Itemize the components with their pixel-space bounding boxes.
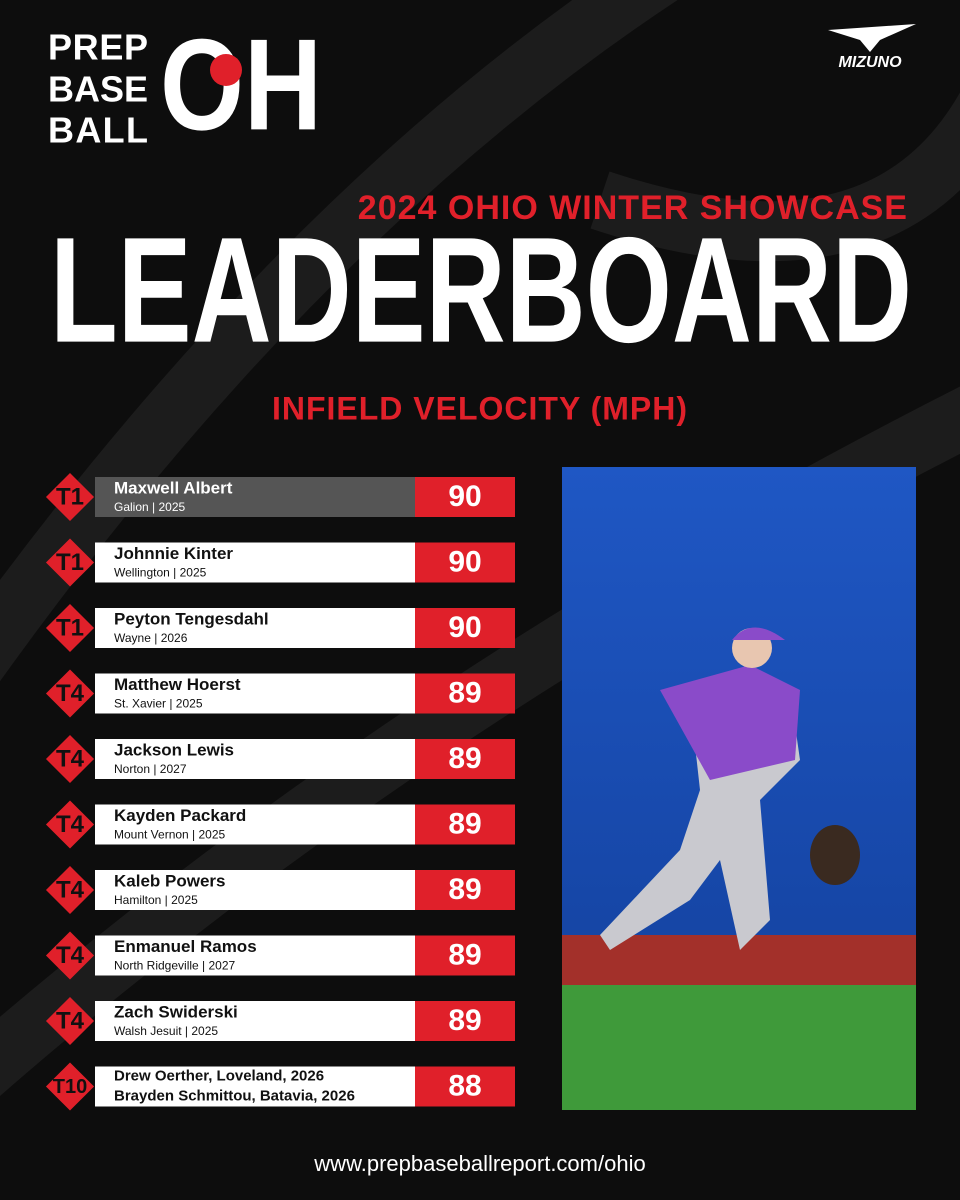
player-name: Jackson Lewis bbox=[114, 740, 234, 759]
row-bar bbox=[95, 477, 415, 517]
value-box bbox=[415, 739, 515, 779]
player-detail: St. Xavier | 2025 bbox=[114, 697, 203, 711]
row-bar bbox=[95, 870, 415, 910]
value-box bbox=[415, 1001, 515, 1041]
player-detail: Hamilton | 2025 bbox=[114, 893, 198, 907]
rank-badge bbox=[45, 865, 95, 915]
player-detail: Norton | 2027 bbox=[114, 762, 187, 776]
value-box bbox=[415, 608, 515, 648]
row-bar bbox=[95, 1001, 415, 1041]
velocity: 88 bbox=[448, 1069, 481, 1102]
rank-badge bbox=[45, 669, 95, 718]
rank-badge bbox=[45, 800, 95, 849]
row-bar bbox=[95, 739, 415, 779]
player-detail: Brayden Schmittou, Batavia, 2026 bbox=[114, 1087, 355, 1104]
rank-badge bbox=[45, 538, 95, 587]
velocity: 89 bbox=[448, 742, 481, 775]
sponsor-icon bbox=[828, 24, 916, 52]
velocity: 89 bbox=[448, 938, 481, 971]
player-name: Peyton Tengesdahl bbox=[114, 609, 269, 628]
rank: T10 bbox=[53, 1076, 87, 1098]
photo-turf bbox=[562, 985, 916, 1110]
velocity: 89 bbox=[448, 1004, 481, 1037]
value-box bbox=[415, 935, 515, 976]
rank: T4 bbox=[56, 1007, 85, 1034]
rank: T4 bbox=[56, 745, 85, 772]
rank-badge bbox=[45, 734, 95, 784]
leaderboard: T1 Maxwell Albert Galion | 2025 90 T1 Johnnie… bbox=[45, 472, 515, 1111]
player-photo bbox=[562, 467, 916, 1110]
player-name: Kayden Packard bbox=[114, 806, 246, 825]
player-name: Maxwell Albert bbox=[114, 478, 233, 497]
player-detail: North Ridgeville | 2027 bbox=[114, 959, 236, 973]
rank-badge bbox=[45, 472, 95, 522]
value-box bbox=[415, 542, 515, 583]
player-name: Kaleb Powers bbox=[114, 871, 226, 890]
rank: T1 bbox=[56, 483, 84, 510]
velocity: 89 bbox=[448, 807, 481, 840]
player-name: Drew Oerther, Loveland, 2026 bbox=[114, 1067, 324, 1084]
photo-cap bbox=[732, 627, 785, 640]
rank: T4 bbox=[56, 942, 85, 969]
footer-url: www.prepbaseballreport.com/ohio bbox=[313, 1151, 645, 1176]
value-box bbox=[415, 804, 515, 845]
value-box bbox=[415, 1066, 515, 1107]
rank: T4 bbox=[56, 876, 85, 903]
player-detail: Wayne | 2026 bbox=[114, 631, 188, 645]
logo: PREP BASE BALL OH bbox=[48, 11, 322, 157]
rank-badge bbox=[45, 603, 95, 653]
row-bar bbox=[95, 542, 415, 583]
logo-line: BASE bbox=[48, 69, 148, 110]
row-bar bbox=[95, 935, 415, 976]
player-detail: Galion | 2025 bbox=[114, 500, 185, 514]
rank: T4 bbox=[56, 811, 85, 838]
subtitle: 2024 OHIO WINTER SHOWCASE bbox=[358, 189, 908, 227]
player-name: Enmanuel Ramos bbox=[114, 937, 257, 956]
logo-line: PREP bbox=[48, 27, 148, 68]
value-box bbox=[415, 673, 515, 714]
rank: T1 bbox=[56, 614, 84, 641]
row-bar bbox=[95, 804, 415, 845]
player-detail: Mount Vernon | 2025 bbox=[114, 828, 226, 842]
photo-glove bbox=[810, 825, 860, 885]
logo-ball bbox=[210, 54, 242, 86]
metric: INFIELD VELOCITY (MPH) bbox=[272, 390, 688, 426]
rank-badge bbox=[45, 931, 95, 980]
velocity: 89 bbox=[448, 873, 481, 906]
value-box bbox=[415, 870, 515, 910]
player-name: Zach Swiderski bbox=[114, 1002, 238, 1021]
sponsor: MIZUNO bbox=[838, 54, 902, 71]
player-name: Matthew Hoerst bbox=[114, 675, 241, 694]
row-bar bbox=[95, 608, 415, 648]
logo-line: BALL bbox=[48, 110, 148, 151]
player-detail: Wellington | 2025 bbox=[114, 566, 207, 580]
logo-mark: OH bbox=[160, 11, 322, 157]
player-name: Johnnie Kinter bbox=[114, 544, 233, 563]
velocity: 90 bbox=[448, 611, 481, 644]
player-detail: Walsh Jesuit | 2025 bbox=[114, 1024, 218, 1038]
row-bar bbox=[95, 673, 415, 714]
velocity: 89 bbox=[448, 676, 481, 709]
rank: T4 bbox=[56, 680, 85, 707]
value-box bbox=[415, 477, 515, 517]
velocity: 90 bbox=[448, 480, 481, 513]
title: LEADERBOARD bbox=[50, 206, 912, 374]
row-bar bbox=[95, 1066, 415, 1107]
velocity: 90 bbox=[448, 545, 481, 578]
rank: T1 bbox=[56, 549, 84, 576]
photo-jersey bbox=[660, 665, 800, 780]
